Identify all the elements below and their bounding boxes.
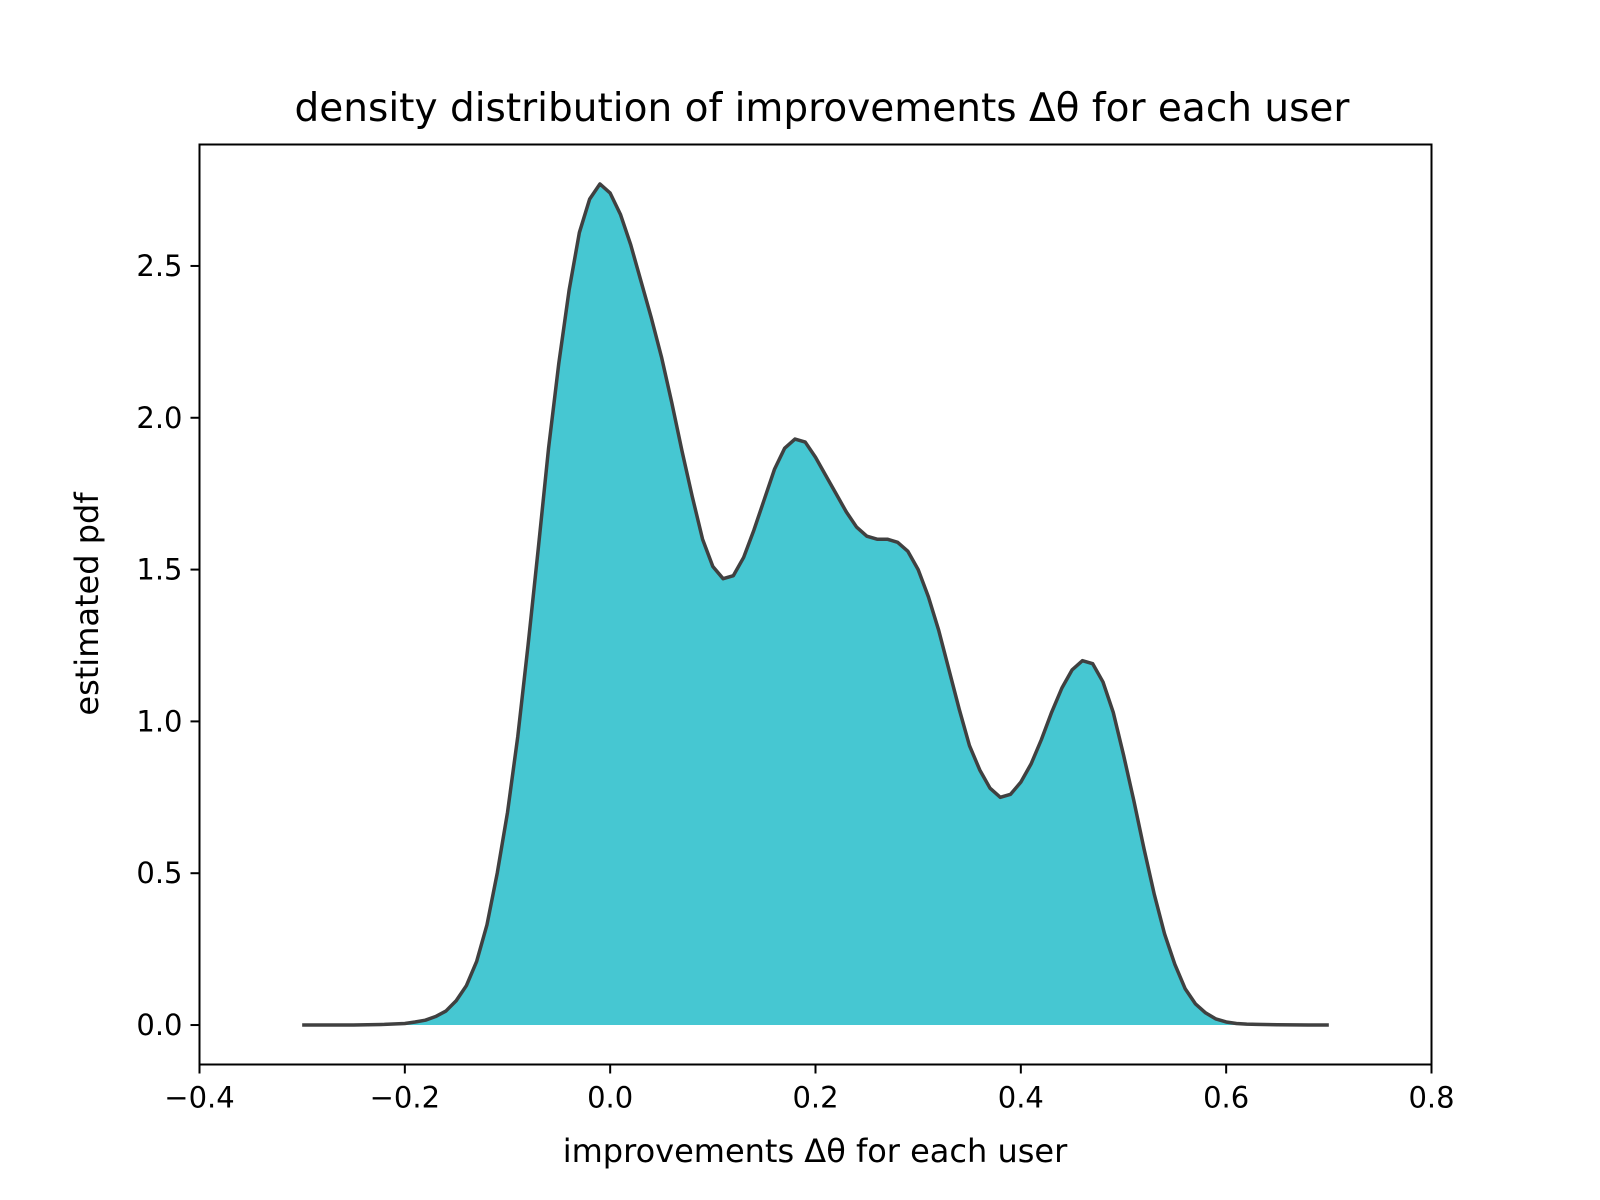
y-tick-label: 0.0 bbox=[136, 1008, 182, 1042]
density-area-fill bbox=[302, 183, 1329, 1026]
x-axis-label: improvements Δθ for each user bbox=[563, 1132, 1068, 1170]
x-tick-label: −0.2 bbox=[370, 1081, 440, 1115]
y-axis-label: estimated pdf bbox=[68, 492, 106, 716]
y-tick-label: 1.0 bbox=[136, 704, 182, 738]
y-tick-label: 1.5 bbox=[136, 553, 182, 587]
x-axis: −0.4 −0.2 0.0 0.2 0.4 0.6 0.8 bbox=[164, 1064, 1455, 1115]
x-tick-label: 0.0 bbox=[587, 1081, 633, 1115]
y-tick-label: 0.5 bbox=[136, 856, 182, 890]
y-tick-label: 2.0 bbox=[136, 401, 182, 435]
x-tick-label: −0.4 bbox=[164, 1081, 234, 1115]
density-curve bbox=[302, 182, 1329, 1027]
y-tick-label: 2.5 bbox=[136, 249, 182, 283]
x-tick-label: 0.8 bbox=[1408, 1081, 1454, 1115]
chart-title: density distribution of improvements Δθ … bbox=[295, 86, 1351, 131]
x-tick-label: 0.2 bbox=[792, 1081, 838, 1115]
x-tick-label: 0.6 bbox=[1203, 1081, 1249, 1115]
x-tick-label: 0.4 bbox=[998, 1081, 1044, 1115]
y-axis: 0.0 0.5 1.0 1.5 2.0 2.5 bbox=[136, 249, 200, 1042]
